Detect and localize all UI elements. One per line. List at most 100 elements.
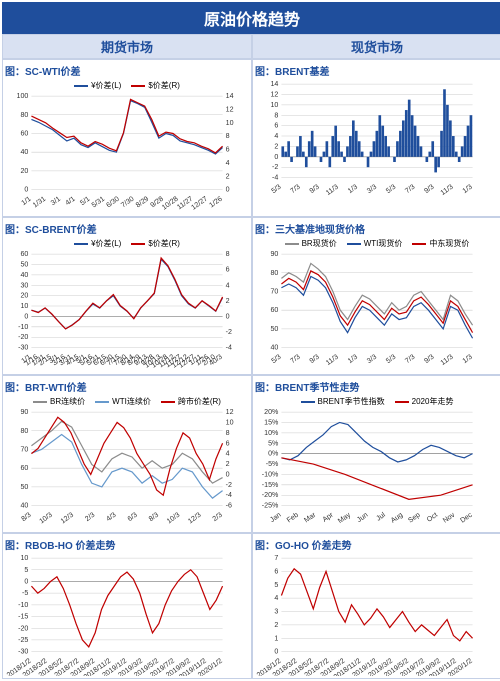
svg-text:11/3: 11/3 (324, 183, 340, 197)
svg-text:-2: -2 (272, 163, 278, 171)
svg-text:40: 40 (20, 502, 28, 510)
chart-title: 图：GO-HO 价差走势 (255, 537, 499, 552)
svg-text:6: 6 (274, 122, 278, 130)
svg-text:6: 6 (274, 567, 278, 575)
svg-text:-4: -4 (226, 491, 232, 499)
legend: BR现货价WTI现货价中东现货价 (255, 238, 499, 249)
svg-text:60: 60 (270, 306, 278, 314)
svg-text:4: 4 (226, 281, 230, 289)
chart-title: 图：SC-WTI价差 (5, 63, 249, 78)
svg-text:3/3: 3/3 (365, 353, 378, 365)
svg-text:6: 6 (226, 146, 230, 154)
svg-text:6: 6 (226, 266, 230, 274)
svg-text:10/3: 10/3 (165, 511, 181, 526)
section-right: 现货市场 (252, 34, 500, 59)
svg-text:12: 12 (270, 90, 278, 98)
svg-text:Jul: Jul (375, 511, 387, 523)
svg-text:2/3: 2/3 (211, 511, 224, 523)
svg-text:4: 4 (274, 594, 278, 602)
svg-text:2: 2 (226, 172, 230, 180)
svg-text:4: 4 (226, 450, 230, 458)
svg-text:9/3: 9/3 (308, 183, 321, 195)
svg-text:50: 50 (270, 325, 278, 333)
svg-text:7/3: 7/3 (289, 183, 302, 195)
svg-text:-2: -2 (226, 328, 232, 336)
svg-text:20: 20 (20, 292, 28, 300)
svg-text:3: 3 (274, 608, 278, 616)
page-title: 原油价格趋势 (2, 2, 500, 34)
svg-text:-2: -2 (226, 481, 232, 489)
chart-grid: 图：SC-WTI价差¥价差(L)$价差(R)020406080100024681… (2, 59, 500, 679)
chart-title: 图：三大基准地现货价格 (255, 221, 499, 236)
svg-text:1/3: 1/3 (461, 183, 474, 195)
svg-text:0: 0 (226, 186, 230, 194)
svg-text:2: 2 (274, 621, 278, 629)
svg-text:60: 60 (20, 130, 28, 138)
svg-text:-10%: -10% (262, 470, 279, 478)
chart-go-ho: 图：GO-HO 价差走势012345672018/1/22018/3/22018… (252, 533, 500, 679)
svg-text:4: 4 (226, 159, 230, 167)
svg-text:May: May (336, 511, 352, 526)
svg-text:-5%: -5% (266, 460, 279, 468)
svg-text:7: 7 (274, 554, 278, 562)
svg-text:50: 50 (20, 260, 28, 268)
svg-text:Aug: Aug (389, 511, 404, 525)
svg-text:-30: -30 (18, 344, 28, 352)
svg-text:11/3: 11/3 (439, 353, 455, 367)
svg-text:-20%: -20% (262, 491, 279, 499)
svg-text:10: 10 (20, 554, 28, 562)
svg-text:-20: -20 (18, 624, 28, 632)
svg-text:80: 80 (20, 427, 28, 435)
svg-text:0: 0 (274, 153, 278, 161)
svg-text:40: 40 (20, 271, 28, 279)
chart-title: 图：BRENT季节性走势 (255, 379, 499, 394)
svg-text:1/3: 1/3 (346, 183, 359, 195)
svg-text:9/3: 9/3 (423, 183, 436, 195)
svg-text:-25: -25 (18, 636, 28, 644)
svg-text:-10: -10 (18, 601, 28, 609)
svg-text:50: 50 (20, 483, 28, 491)
svg-text:15%: 15% (264, 418, 279, 426)
svg-text:5/31: 5/31 (90, 195, 106, 210)
svg-text:60: 60 (20, 250, 28, 258)
svg-text:90: 90 (270, 250, 278, 258)
svg-text:12/3: 12/3 (187, 511, 203, 526)
svg-text:90: 90 (20, 408, 28, 416)
svg-text:5/3: 5/3 (270, 353, 283, 365)
svg-text:3/3: 3/3 (365, 183, 378, 195)
svg-text:7/3: 7/3 (289, 353, 302, 365)
svg-text:0: 0 (226, 470, 230, 478)
svg-text:5: 5 (274, 581, 278, 589)
svg-text:0: 0 (274, 648, 278, 656)
svg-text:9/3: 9/3 (308, 353, 321, 365)
svg-text:9/3: 9/3 (423, 353, 436, 365)
svg-text:0: 0 (24, 186, 28, 194)
svg-text:Nov: Nov (441, 511, 456, 525)
svg-text:40: 40 (20, 148, 28, 156)
chart-spot3: 图：三大基准地现货价格BR现货价WTI现货价中东现货价4050607080905… (252, 217, 500, 375)
chart-title: 图：RBOB-HO 价差走势 (5, 537, 249, 552)
svg-text:-4: -4 (272, 174, 278, 182)
svg-text:60: 60 (20, 464, 28, 472)
section-left: 期货市场 (2, 34, 252, 59)
chart-title: 图：SC-BRENT价差 (5, 221, 249, 236)
svg-text:6/30: 6/30 (105, 195, 121, 210)
svg-text:-25%: -25% (262, 502, 279, 510)
svg-text:2: 2 (226, 297, 230, 305)
chart-title: 图：BRENT基差 (255, 63, 499, 78)
svg-text:0: 0 (226, 312, 230, 320)
svg-text:100: 100 (17, 92, 29, 100)
svg-text:5/3: 5/3 (385, 353, 398, 365)
svg-text:10%: 10% (264, 429, 279, 437)
svg-text:4/3: 4/3 (105, 511, 118, 523)
svg-text:8/3: 8/3 (147, 511, 160, 523)
svg-text:1: 1 (274, 634, 278, 642)
svg-text:4/1: 4/1 (64, 195, 77, 207)
svg-text:20%: 20% (264, 408, 279, 416)
legend: BRENT季节性指数2020年走势 (255, 396, 499, 407)
svg-text:-10: -10 (18, 323, 28, 331)
svg-text:10: 10 (20, 302, 28, 310)
svg-text:7/30: 7/30 (120, 195, 136, 210)
svg-text:Oct: Oct (425, 511, 439, 524)
svg-text:1/1: 1/1 (20, 195, 33, 207)
